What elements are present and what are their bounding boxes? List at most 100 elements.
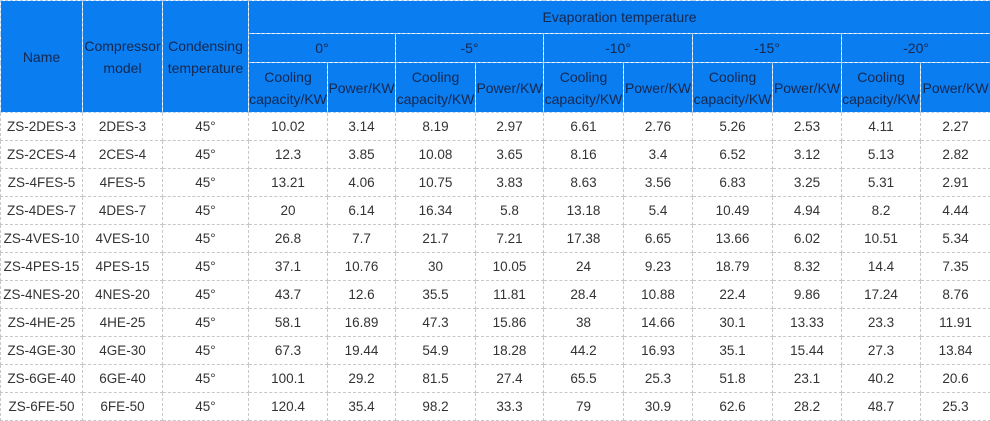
table-cell: 47.3 [396,309,476,337]
table-cell: 6.83 [693,169,773,197]
header-power: Power/KW [624,63,693,113]
table-cell: 2.76 [624,113,693,141]
table-cell: 8.16 [544,141,624,169]
header-temp-3: -15° [693,34,842,63]
table-cell: 27.4 [476,365,544,393]
table-cell: 45° [163,393,249,421]
table-cell: 10.75 [396,169,476,197]
table-cell: 79 [544,393,624,421]
table-cell: 10.76 [328,253,396,281]
table-cell: 6.52 [693,141,773,169]
table-cell: 2.27 [921,113,990,141]
table-cell: 45° [163,197,249,225]
table-cell: 4HE-25 [83,309,163,337]
table-cell: 10.49 [693,197,773,225]
header-text: capacity/KW [842,91,920,107]
header-power: Power/KW [921,63,990,113]
table-cell: ZS-4NES-20 [1,281,83,309]
table-cell: ZS-4PES-15 [1,253,83,281]
table-cell: 81.5 [396,365,476,393]
table-cell: 10.08 [396,141,476,169]
table-cell: 8.76 [921,281,990,309]
table-cell: 19.44 [328,337,396,365]
table-cell: 3.4 [624,141,693,169]
table-cell: 20.6 [921,365,990,393]
table-cell: 23.3 [842,309,921,337]
header-text: Cooling [709,69,756,85]
table-cell: 65.5 [544,365,624,393]
table-cell: 2.53 [773,113,842,141]
table-cell: 6.14 [328,197,396,225]
table-cell: 14.4 [842,253,921,281]
table-cell: 16.89 [328,309,396,337]
header-text: Compressor [84,38,160,54]
table-cell: 5.26 [693,113,773,141]
table-cell: 4FES-5 [83,169,163,197]
table-cell: 30.9 [624,393,693,421]
table-cell: 45° [163,337,249,365]
table-cell: 13.66 [693,225,773,253]
table-cell: 40.2 [842,365,921,393]
header-temp-2: -10° [544,34,693,63]
table-cell: 38 [544,309,624,337]
table-cell: 4GE-30 [83,337,163,365]
table-cell: 3.14 [328,113,396,141]
table-cell: ZS-4HE-25 [1,309,83,337]
table-cell: 18.79 [693,253,773,281]
table-cell: 10.51 [842,225,921,253]
table-cell: 6GE-40 [83,365,163,393]
table-cell: 30.1 [693,309,773,337]
table-cell: ZS-6FE-50 [1,393,83,421]
table-cell: 11.91 [921,309,990,337]
header-name: Name [1,1,83,113]
table-cell: 45° [163,225,249,253]
table-cell: 4.06 [328,169,396,197]
table-cell: 28.2 [773,393,842,421]
table-cell: 13.33 [773,309,842,337]
table-cell: 10.88 [624,281,693,309]
table-cell: 25.3 [921,393,990,421]
table-cell: 28.4 [544,281,624,309]
table-cell: 4.11 [842,113,921,141]
table-cell: 4VES-10 [83,225,163,253]
header-text: capacity/KW [545,91,623,107]
table-cell: 2CES-4 [83,141,163,169]
table-cell: 45° [163,365,249,393]
header-temp-0: 0° [249,34,396,63]
table-cell: 54.9 [396,337,476,365]
table-cell: ZS-4GE-30 [1,337,83,365]
table-cell: 7.35 [921,253,990,281]
table-cell: 21.7 [396,225,476,253]
table-cell: 62.6 [693,393,773,421]
table-cell: 45° [163,113,249,141]
table-cell: 3.12 [773,141,842,169]
table-cell: 15.86 [476,309,544,337]
table-cell: 4.44 [921,197,990,225]
table-cell: 58.1 [249,309,328,337]
table-cell: 35.1 [693,337,773,365]
table-cell: 7.7 [328,225,396,253]
table-cell: 8.19 [396,113,476,141]
header-temp-4: -20° [842,34,990,63]
table-cell: ZS-6GE-40 [1,365,83,393]
table-cell: 25.3 [624,365,693,393]
table-cell: 8.2 [842,197,921,225]
table-cell: 100.1 [249,365,328,393]
header-temp-1: -5° [396,34,544,63]
table-cell: 4NES-20 [83,281,163,309]
table-cell: 13.21 [249,169,328,197]
table-cell: 35.4 [328,393,396,421]
table-cell: 17.24 [842,281,921,309]
